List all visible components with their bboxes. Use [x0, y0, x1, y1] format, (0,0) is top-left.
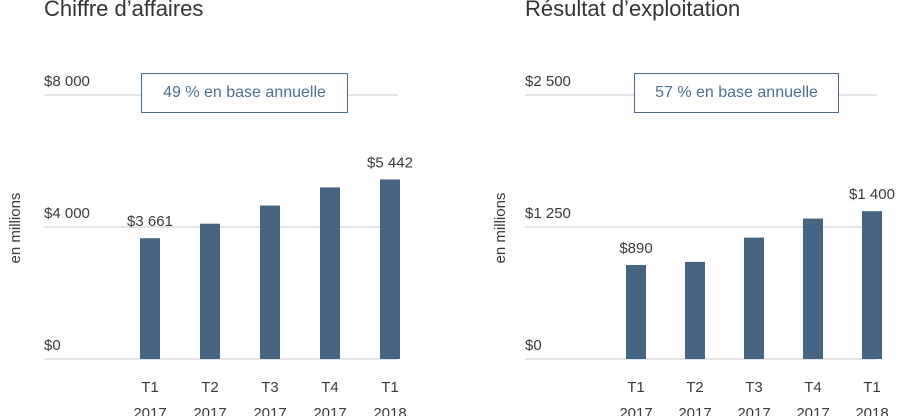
x-category-label: T1 2018	[855, 379, 888, 416]
bar	[803, 218, 823, 359]
y-tick-label: $0	[525, 337, 542, 354]
bar	[685, 261, 705, 359]
y-axis-label: en millions	[7, 193, 24, 264]
yoy-growth-badge: 57 % en base annuelle	[634, 73, 839, 113]
data-value-label: $5 442	[367, 154, 413, 171]
chart-title: Chiffre d’affaires	[44, 0, 204, 21]
bar	[744, 237, 764, 359]
data-value-label: $1 400	[849, 186, 895, 203]
bar	[862, 211, 882, 359]
data-value-label: $3 661	[127, 213, 173, 230]
x-category-label: T2 2017	[193, 379, 226, 416]
x-category-label: T4 2017	[313, 379, 346, 416]
y-tick-label: $4 000	[44, 205, 90, 222]
y-tick-label: $8 000	[44, 73, 90, 90]
chart-title: Résultat d’exploitation	[525, 0, 741, 21]
y-axis-label: en millions	[492, 193, 509, 264]
bar-chart-operating-income: $0 $1 250 $2 500 en millions T1 2017 T2 2017 T3 2…	[492, 73, 895, 416]
x-category-label: T2 2017	[678, 379, 711, 416]
x-category-label: T1 2018	[373, 379, 406, 416]
yoy-growth-badge: 49 % en base annuelle	[141, 73, 348, 113]
bar	[260, 205, 280, 359]
data-value-label: $890	[619, 240, 652, 257]
y-tick-label: $1 250	[525, 205, 571, 222]
x-category-label: T3 2017	[253, 379, 286, 416]
x-category-label: T1 2017	[619, 379, 652, 416]
bar	[320, 187, 340, 359]
y-tick-label: $0	[44, 337, 61, 354]
x-category-label: T3 2017	[737, 379, 770, 416]
x-category-label: T1 2017	[133, 379, 166, 416]
bar	[140, 238, 160, 359]
bar	[380, 179, 400, 359]
bar	[200, 223, 220, 359]
chart-panel-operating-income: Résultat d’exploitation $0 $1 250 $2 500 en…	[485, 0, 900, 416]
chart-panel-revenue: Chiffre d’affaires $0 $4 000 $8 000 en mill…	[7, 0, 413, 416]
y-tick-label: $2 500	[525, 73, 571, 90]
x-category-label: T4 2017	[796, 379, 829, 416]
bar	[626, 265, 646, 359]
bar-chart-revenue: $0 $4 000 $8 000 en millions T1 2017 T2 2017 T3 2…	[7, 73, 413, 416]
